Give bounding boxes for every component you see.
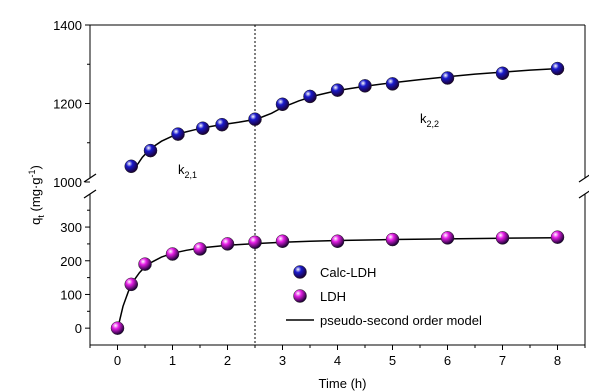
y-tick-label-upper: 1000 [53, 175, 82, 190]
y-axis-title: qt (mg·g-1) [27, 165, 46, 225]
legend-label: pseudo-second order model [320, 313, 482, 328]
y-tick-label-lower: 300 [60, 220, 82, 235]
y-tick-label-lower: 200 [60, 254, 82, 269]
fit-curve-upper [136, 67, 558, 166]
data-point-ldh [110, 321, 125, 335]
legend-marker-ldh [293, 289, 307, 303]
data-point-ldh [193, 242, 207, 256]
data-point-ldh [138, 257, 152, 271]
y-axis-title-unit: (mg·g [28, 178, 43, 216]
y-axis-title-close: ) [28, 165, 43, 169]
y-tick-label-upper: 1200 [53, 97, 82, 112]
x-tick-label: 2 [224, 353, 231, 368]
data-point-calc-ldh [440, 71, 455, 85]
data-point-calc-ldh [385, 77, 400, 91]
axis-break-mark-0 [83, 173, 97, 199]
data-point-calc-ldh [248, 112, 262, 126]
x-tick-label: 7 [499, 353, 506, 368]
data-point-ldh [248, 235, 262, 249]
annotation-k-1: k2,2 [420, 111, 439, 129]
x-tick-label: 6 [444, 353, 451, 368]
data-point-calc-ldh [143, 143, 158, 158]
data-point-calc-ldh [330, 83, 345, 97]
data-point-calc-ldh [275, 97, 290, 112]
x-tick-label: 3 [279, 353, 286, 368]
x-tick-label: 5 [389, 353, 396, 368]
data-point-ldh [385, 232, 400, 247]
data-point-ldh [550, 230, 565, 244]
y-tick-label-lower: 0 [75, 321, 82, 336]
data-point-calc-ldh [303, 89, 317, 104]
data-point-ldh [495, 231, 510, 245]
fit-curve-lower [117, 237, 558, 325]
data-point-calc-ldh [550, 61, 565, 76]
data-point-ldh [165, 247, 180, 261]
axis-break-mark-1 [578, 174, 589, 199]
legend-label: LDH [320, 289, 346, 304]
y-tick-label-lower: 100 [60, 287, 82, 302]
data-point-calc-ldh [124, 159, 138, 174]
x-tick-label: 0 [114, 353, 121, 368]
data-point-ldh [275, 234, 290, 248]
data-point-ldh [220, 237, 235, 251]
data-point-calc-ldh [358, 79, 372, 93]
y-axis-title-main: q [28, 218, 43, 225]
data-point-ldh [330, 234, 345, 248]
data-point-ldh [440, 231, 455, 245]
x-tick-label: 1 [169, 353, 176, 368]
data-point-calc-ldh [171, 127, 185, 141]
legend: Calc-LDH LDH pseudo-second order model [286, 265, 482, 328]
y-axis-title-sup: -1 [27, 170, 37, 178]
data-point-calc-ldh [495, 66, 510, 81]
y-axis-title-sub: t [36, 215, 46, 218]
x-tick-label: 4 [334, 353, 341, 368]
legend-marker-calc-ldh [293, 265, 307, 279]
data-point-calc-ldh [196, 121, 210, 135]
y-tick-label-upper: 1400 [53, 18, 82, 33]
data-point-calc-ldh [215, 117, 229, 132]
annotation-k-0: k2,1 [178, 162, 197, 180]
x-axis-title: Time (h) [319, 376, 367, 391]
legend-label: Calc-LDH [320, 265, 376, 280]
data-point-ldh [124, 277, 138, 292]
x-tick-label: 8 [554, 353, 561, 368]
